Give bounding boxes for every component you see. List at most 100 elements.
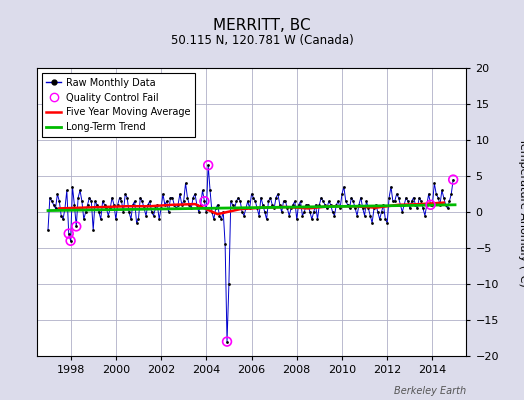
Point xyxy=(443,205,452,212)
Point xyxy=(51,205,60,212)
Point xyxy=(133,220,141,226)
Point xyxy=(377,209,386,215)
Point xyxy=(430,180,439,186)
Point xyxy=(83,202,92,208)
Point xyxy=(146,198,154,204)
Point xyxy=(236,198,244,204)
Point xyxy=(200,198,209,204)
Point xyxy=(64,230,73,237)
Point xyxy=(108,194,116,201)
Point xyxy=(217,216,225,222)
Point xyxy=(244,198,252,204)
Point xyxy=(345,205,354,212)
Point xyxy=(96,216,105,222)
Point xyxy=(305,209,314,215)
Point xyxy=(404,198,412,204)
Point xyxy=(419,205,427,212)
Point xyxy=(413,205,421,212)
Point xyxy=(436,202,444,208)
Point xyxy=(395,194,403,201)
Point xyxy=(408,198,416,204)
Point xyxy=(127,216,135,222)
Point xyxy=(82,209,90,215)
Point xyxy=(67,238,75,244)
Point xyxy=(347,194,356,201)
Point xyxy=(125,209,133,215)
Point xyxy=(147,209,156,215)
Point xyxy=(276,202,284,208)
Point xyxy=(168,194,177,201)
Point xyxy=(409,194,418,201)
Point xyxy=(298,212,307,219)
Point xyxy=(438,187,446,194)
Point xyxy=(153,202,161,208)
Point xyxy=(266,194,275,201)
Point xyxy=(162,198,171,204)
Point xyxy=(123,194,132,201)
Point xyxy=(212,205,220,212)
Point xyxy=(85,194,94,201)
Point xyxy=(232,198,241,204)
Point xyxy=(46,194,54,201)
Point xyxy=(415,194,423,201)
Point xyxy=(308,216,316,222)
Point xyxy=(185,202,193,208)
Point xyxy=(283,205,291,212)
Point xyxy=(323,205,331,212)
Point xyxy=(136,194,145,201)
Point xyxy=(294,202,303,208)
Point xyxy=(180,198,188,204)
Point xyxy=(219,209,227,215)
Point xyxy=(268,202,277,208)
Point xyxy=(353,212,361,219)
Point xyxy=(91,198,99,204)
Point xyxy=(440,194,448,201)
Point xyxy=(381,216,389,222)
Point xyxy=(231,205,239,212)
Point xyxy=(434,194,442,201)
Point xyxy=(238,209,246,215)
Point xyxy=(242,205,250,212)
Point xyxy=(165,209,173,215)
Point xyxy=(389,198,397,204)
Point xyxy=(130,198,139,204)
Point xyxy=(74,194,82,201)
Point xyxy=(411,202,420,208)
Point xyxy=(59,216,67,222)
Point xyxy=(343,202,352,208)
Point xyxy=(194,209,203,215)
Point xyxy=(112,216,120,222)
Point xyxy=(174,202,182,208)
Point xyxy=(278,209,286,215)
Point xyxy=(445,198,454,204)
Point xyxy=(114,202,122,208)
Point xyxy=(315,202,323,208)
Point xyxy=(334,198,342,204)
Point xyxy=(115,194,124,201)
Point xyxy=(302,202,310,208)
Point xyxy=(183,194,192,201)
Point xyxy=(72,223,81,230)
Point xyxy=(447,191,455,197)
Point xyxy=(200,198,209,204)
Point xyxy=(281,198,290,204)
Point xyxy=(99,198,107,204)
Point xyxy=(138,198,146,204)
Point xyxy=(204,162,212,168)
Point xyxy=(260,209,269,215)
Text: 50.115 N, 120.781 W (Canada): 50.115 N, 120.781 W (Canada) xyxy=(171,34,353,47)
Point xyxy=(166,194,174,201)
Point xyxy=(336,205,344,212)
Point xyxy=(417,198,425,204)
Point xyxy=(279,198,288,204)
Point xyxy=(225,281,233,287)
Point xyxy=(142,212,150,219)
Point xyxy=(385,194,394,201)
Point xyxy=(245,205,254,212)
Point xyxy=(228,202,237,208)
Point xyxy=(421,212,429,219)
Point xyxy=(121,191,129,197)
Point xyxy=(187,205,195,212)
Point xyxy=(300,209,309,215)
Point xyxy=(330,212,339,219)
